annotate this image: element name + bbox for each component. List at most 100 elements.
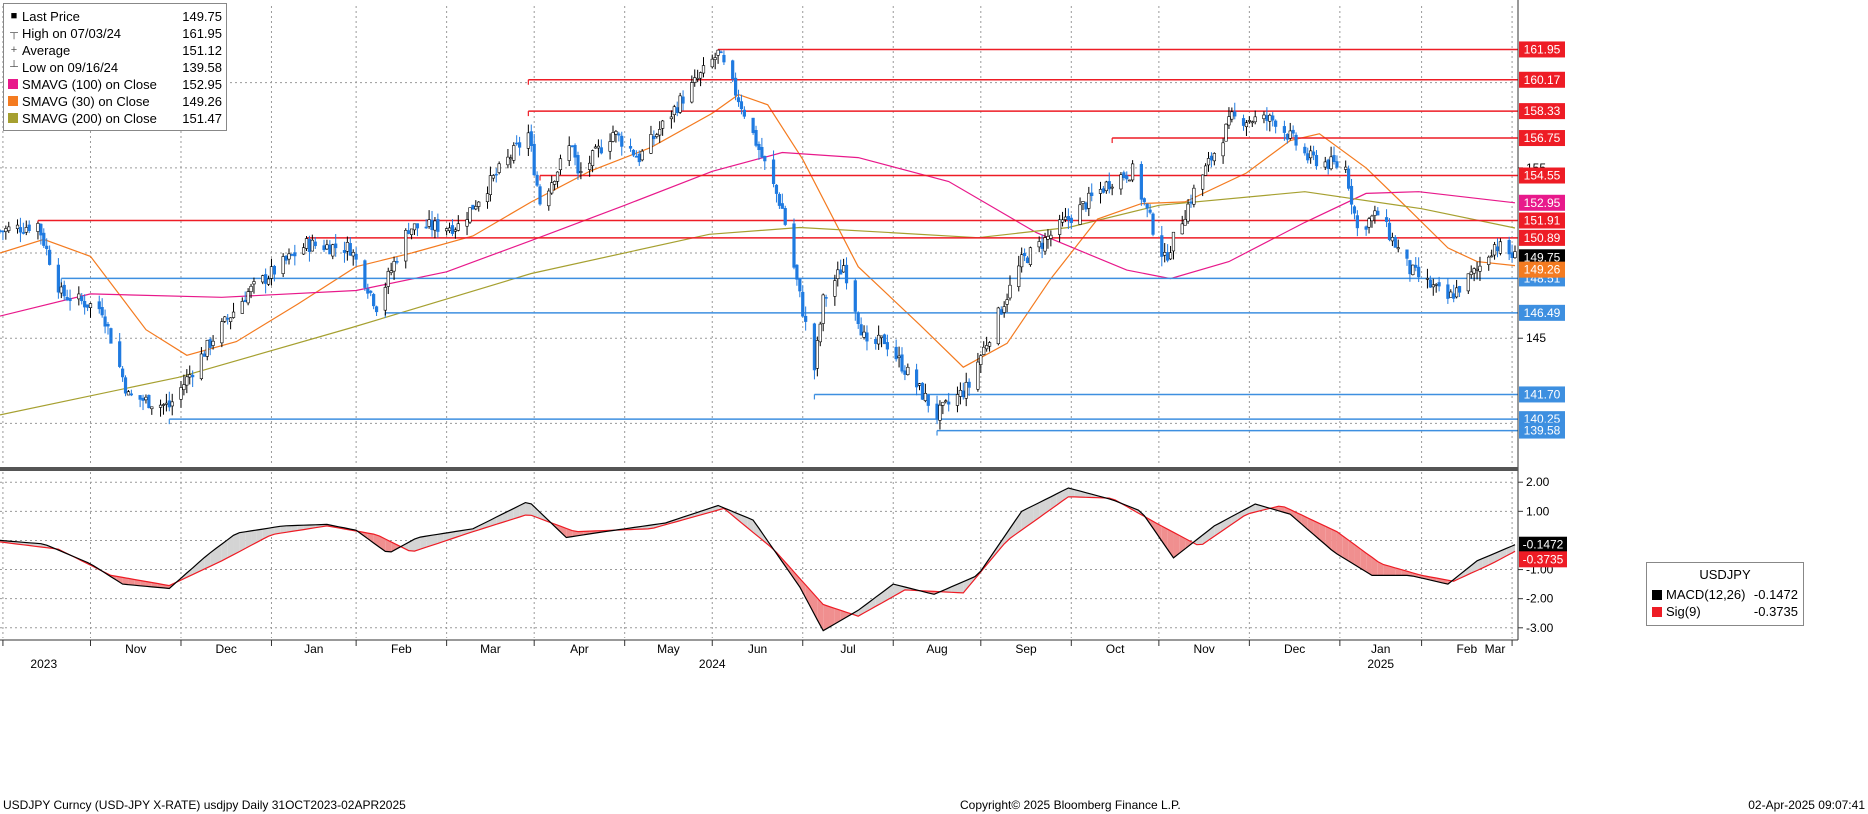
footer-timestamp: 02-Apr-2025 09:07:41 xyxy=(1748,798,1865,812)
candle-body xyxy=(1084,202,1088,210)
macd-fill xyxy=(1366,553,1372,576)
candle-body xyxy=(465,219,469,227)
candle-body xyxy=(1332,155,1336,162)
candle-body xyxy=(488,175,493,195)
price-tick-label: 145 xyxy=(1526,331,1546,345)
candle-body xyxy=(558,158,563,171)
candle-body xyxy=(1166,252,1170,261)
macd-fill xyxy=(1296,512,1302,525)
candle-body xyxy=(512,145,516,161)
macd-fill xyxy=(367,533,374,543)
macd-fill xyxy=(1383,564,1390,576)
macd-fill xyxy=(957,581,964,593)
resistance-label: 158.33 xyxy=(1524,104,1561,118)
candle-body xyxy=(795,264,799,280)
candle-body xyxy=(754,130,758,146)
legend-value: 149.75 xyxy=(182,8,222,24)
candle-body xyxy=(1119,174,1123,190)
candle-body xyxy=(897,355,901,358)
candle-body xyxy=(1005,299,1009,305)
candle-body xyxy=(588,162,592,170)
candle-body xyxy=(88,303,93,308)
candle-body xyxy=(842,265,846,273)
candle-body xyxy=(920,382,925,400)
candle-body xyxy=(430,219,434,231)
resistance-label-bg xyxy=(1519,103,1565,120)
month-label: Jul xyxy=(840,642,855,656)
candle-body xyxy=(1008,284,1012,299)
candle-body xyxy=(757,143,761,151)
candle-body xyxy=(322,245,326,251)
candle-body xyxy=(1309,150,1313,159)
candle-body xyxy=(885,342,889,350)
candle-body xyxy=(976,361,980,390)
candle-body xyxy=(158,404,163,408)
macd-current-label: -0.3735 xyxy=(1523,552,1564,566)
candle-body xyxy=(1282,126,1286,133)
candle-body xyxy=(123,377,128,394)
macd-fill xyxy=(286,525,292,533)
legend-item-high: ┬ High on 07/03/24 161.95 xyxy=(8,25,222,41)
support-label-bg xyxy=(1519,304,1565,321)
candle-body xyxy=(39,223,43,236)
candle-body xyxy=(1224,123,1228,142)
candle-body xyxy=(266,278,271,285)
candle-body xyxy=(450,225,455,234)
sma100-swatch xyxy=(8,79,18,89)
sma-line xyxy=(0,151,1516,317)
candle-body xyxy=(179,387,183,400)
macd-fill xyxy=(402,542,409,551)
candle-body xyxy=(853,280,857,312)
resistance-label-bg xyxy=(1519,130,1565,147)
candle-body xyxy=(696,78,700,80)
candle-body xyxy=(27,224,31,232)
candle-body xyxy=(862,331,866,338)
candle-body xyxy=(1189,201,1193,204)
candle-body xyxy=(599,147,603,154)
macd-legend: USDJPY MACD(12,26) -0.1472 Sig(9) -0.373… xyxy=(1646,562,1804,626)
macd-fill xyxy=(1331,528,1337,554)
candle-body xyxy=(293,252,297,257)
candle-body xyxy=(328,244,332,255)
candle-body xyxy=(865,332,869,342)
candle-body xyxy=(1192,187,1196,205)
candle-body xyxy=(24,227,28,233)
candle-body xyxy=(1107,181,1111,190)
price-legend: ■ Last Price 149.75 ┬ High on 07/03/24 1… xyxy=(3,3,227,131)
macd-fill xyxy=(1033,502,1040,522)
candle-body xyxy=(485,193,490,203)
candle-body xyxy=(240,301,244,314)
candle-body xyxy=(427,219,431,227)
candle-body xyxy=(593,146,598,149)
candle-body xyxy=(509,157,513,160)
candle-body xyxy=(106,324,110,327)
candle-body xyxy=(1405,249,1409,259)
current-label: 149.26 xyxy=(1524,263,1561,277)
resistance-label-bg xyxy=(1519,167,1565,184)
macd-fill xyxy=(1179,535,1186,554)
candle-body xyxy=(1206,158,1211,166)
candle-body xyxy=(1271,115,1275,121)
candle-body xyxy=(264,274,268,284)
candle-body xyxy=(1233,111,1237,117)
month-label: Nov xyxy=(1193,642,1214,656)
candle-body xyxy=(188,374,192,378)
candle-body xyxy=(710,58,714,68)
macd-fill xyxy=(420,536,427,550)
candle-body xyxy=(389,270,393,273)
candle-body xyxy=(68,298,72,302)
candle-body xyxy=(812,323,817,371)
candle-body xyxy=(220,321,224,344)
candle-body xyxy=(1347,168,1351,189)
candle-body xyxy=(649,134,653,154)
candle-body xyxy=(1104,181,1108,192)
macd-fill xyxy=(525,502,532,516)
candle-body xyxy=(573,145,577,158)
candle-body xyxy=(698,72,703,79)
candle-body xyxy=(774,184,779,194)
candle-body xyxy=(167,400,171,408)
candle-body xyxy=(1384,217,1389,222)
macd-fill xyxy=(799,578,806,598)
candle-body xyxy=(395,261,399,263)
